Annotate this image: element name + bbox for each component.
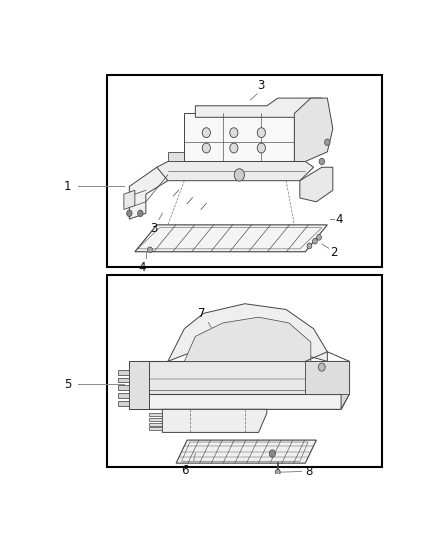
Polygon shape — [162, 409, 267, 432]
Circle shape — [148, 247, 152, 253]
Polygon shape — [148, 423, 162, 426]
Polygon shape — [300, 167, 333, 202]
Text: 7: 7 — [198, 308, 205, 320]
Polygon shape — [118, 385, 129, 390]
Circle shape — [234, 169, 244, 181]
Text: 3: 3 — [150, 222, 158, 235]
Polygon shape — [138, 361, 350, 394]
Circle shape — [318, 363, 325, 371]
Polygon shape — [294, 98, 333, 161]
Polygon shape — [118, 378, 129, 383]
Polygon shape — [157, 161, 314, 181]
Circle shape — [230, 143, 238, 153]
Circle shape — [319, 158, 325, 165]
Polygon shape — [118, 401, 129, 406]
Circle shape — [307, 243, 312, 249]
Polygon shape — [195, 98, 322, 117]
Polygon shape — [118, 393, 129, 398]
Bar — [107, 75, 382, 267]
Polygon shape — [305, 361, 350, 394]
Polygon shape — [129, 167, 168, 219]
Circle shape — [127, 210, 132, 216]
Circle shape — [269, 450, 276, 457]
Text: 4: 4 — [335, 213, 343, 225]
Polygon shape — [168, 304, 327, 361]
Circle shape — [313, 238, 318, 244]
Circle shape — [257, 128, 265, 138]
Circle shape — [230, 128, 238, 138]
Circle shape — [317, 235, 321, 240]
Polygon shape — [148, 427, 162, 431]
Polygon shape — [129, 394, 350, 409]
Circle shape — [202, 143, 210, 153]
Polygon shape — [341, 361, 350, 409]
Text: 5: 5 — [64, 378, 71, 391]
Text: 2: 2 — [330, 246, 338, 259]
Polygon shape — [168, 152, 305, 161]
Text: 6: 6 — [181, 464, 189, 477]
Polygon shape — [135, 225, 327, 252]
Polygon shape — [148, 413, 162, 416]
Bar — [107, 275, 382, 467]
Polygon shape — [176, 440, 316, 463]
Circle shape — [276, 469, 280, 475]
Text: 4: 4 — [139, 261, 146, 274]
Polygon shape — [184, 114, 294, 161]
Polygon shape — [124, 190, 135, 209]
Text: 8: 8 — [305, 465, 312, 478]
Circle shape — [257, 143, 265, 153]
Polygon shape — [184, 317, 311, 361]
Polygon shape — [129, 361, 148, 409]
Circle shape — [138, 210, 143, 216]
Circle shape — [325, 139, 330, 146]
Polygon shape — [148, 418, 162, 421]
Text: 1: 1 — [64, 180, 71, 193]
Circle shape — [202, 128, 210, 138]
Polygon shape — [118, 370, 129, 375]
Text: 3: 3 — [257, 79, 265, 92]
